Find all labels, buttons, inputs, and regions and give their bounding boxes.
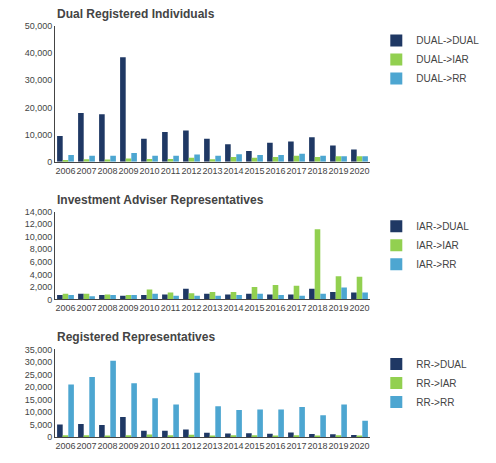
svg-text:2015: 2015 (244, 303, 264, 313)
svg-text:2006: 2006 (55, 166, 75, 176)
svg-text:RR->IAR: RR->IAR (416, 378, 456, 389)
svg-text:2009: 2009 (118, 303, 138, 313)
svg-text:14,000: 14,000 (25, 207, 53, 217)
svg-text:2011: 2011 (161, 166, 180, 176)
svg-text:0: 0 (47, 432, 52, 442)
svg-text:2007: 2007 (76, 166, 96, 176)
svg-text:2019: 2019 (328, 303, 348, 313)
svg-text:6,000: 6,000 (30, 257, 53, 267)
svg-text:25,000: 25,000 (25, 370, 53, 380)
svg-text:20,000: 20,000 (25, 382, 53, 392)
svg-text:2018: 2018 (307, 441, 327, 451)
svg-text:2015: 2015 (244, 441, 264, 451)
svg-text:2011: 2011 (161, 441, 180, 451)
svg-text:IAR->DUAL: IAR->DUAL (416, 221, 469, 232)
svg-text:2020: 2020 (349, 303, 369, 313)
svg-text:2017: 2017 (286, 441, 306, 451)
svg-text:2015: 2015 (244, 166, 264, 176)
svg-text:2007: 2007 (76, 303, 96, 313)
svg-text:8,000: 8,000 (30, 244, 53, 254)
svg-text:5,000: 5,000 (30, 420, 53, 430)
svg-text:2008: 2008 (97, 166, 117, 176)
svg-text:30,000: 30,000 (25, 357, 53, 367)
svg-text:50,000: 50,000 (25, 21, 53, 31)
svg-text:IAR->RR: IAR->RR (416, 259, 456, 270)
svg-text:DUAL->DUAL: DUAL->DUAL (416, 35, 479, 46)
svg-text:2007: 2007 (76, 441, 96, 451)
svg-text:2020: 2020 (349, 441, 369, 451)
svg-text:2012: 2012 (181, 441, 201, 451)
svg-text:RR->DUAL: RR->DUAL (416, 359, 467, 370)
svg-text:2010: 2010 (139, 441, 159, 451)
svg-text:4,000: 4,000 (30, 270, 53, 280)
svg-text:30,000: 30,000 (25, 75, 53, 85)
svg-text:2016: 2016 (265, 303, 285, 313)
svg-text:2008: 2008 (97, 441, 117, 451)
svg-text:2006: 2006 (55, 441, 75, 451)
svg-text:2014: 2014 (223, 303, 243, 313)
svg-text:2013: 2013 (202, 303, 222, 313)
svg-text:2009: 2009 (118, 166, 138, 176)
svg-text:2012: 2012 (181, 166, 201, 176)
svg-text:2016: 2016 (265, 441, 285, 451)
svg-text:2019: 2019 (328, 166, 348, 176)
svg-text:2016: 2016 (265, 166, 285, 176)
svg-text:2010: 2010 (139, 166, 159, 176)
svg-text:2013: 2013 (202, 166, 222, 176)
svg-text:10,000: 10,000 (25, 407, 53, 417)
svg-text:12,000: 12,000 (25, 219, 53, 229)
svg-text:2018: 2018 (307, 303, 327, 313)
svg-text:DUAL->IAR: DUAL->IAR (416, 54, 469, 65)
svg-text:DUAL->RR: DUAL->RR (416, 73, 466, 84)
svg-text:10,000: 10,000 (25, 232, 53, 242)
svg-text:2010: 2010 (139, 303, 159, 313)
svg-text:2014: 2014 (223, 441, 243, 451)
svg-text:20,000: 20,000 (25, 103, 53, 113)
svg-text:10,000: 10,000 (25, 130, 53, 140)
svg-text:2013: 2013 (202, 441, 222, 451)
svg-text:2011: 2011 (161, 303, 180, 313)
svg-text:0: 0 (47, 295, 52, 305)
svg-text:0: 0 (47, 157, 52, 167)
svg-text:Registered Representatives: Registered Representatives (57, 330, 215, 344)
svg-text:2006: 2006 (55, 303, 75, 313)
svg-text:2,000: 2,000 (30, 282, 53, 292)
svg-text:2012: 2012 (181, 303, 201, 313)
svg-text:RR->RR: RR->RR (416, 397, 454, 408)
svg-text:Investment Adviser Representat: Investment Adviser Representatives (57, 193, 264, 207)
svg-text:40,000: 40,000 (25, 48, 53, 58)
svg-text:2017: 2017 (286, 303, 306, 313)
svg-text:2019: 2019 (328, 441, 348, 451)
svg-text:35,000: 35,000 (25, 345, 53, 355)
svg-text:2014: 2014 (223, 166, 243, 176)
svg-text:2009: 2009 (118, 441, 138, 451)
svg-text:Dual Registered Individuals: Dual Registered Individuals (57, 7, 215, 21)
svg-text:2008: 2008 (97, 303, 117, 313)
svg-text:2020: 2020 (349, 166, 369, 176)
svg-text:15,000: 15,000 (25, 395, 53, 405)
svg-text:2018: 2018 (307, 166, 327, 176)
svg-text:IAR->IAR: IAR->IAR (416, 240, 459, 251)
svg-text:2017: 2017 (286, 166, 306, 176)
